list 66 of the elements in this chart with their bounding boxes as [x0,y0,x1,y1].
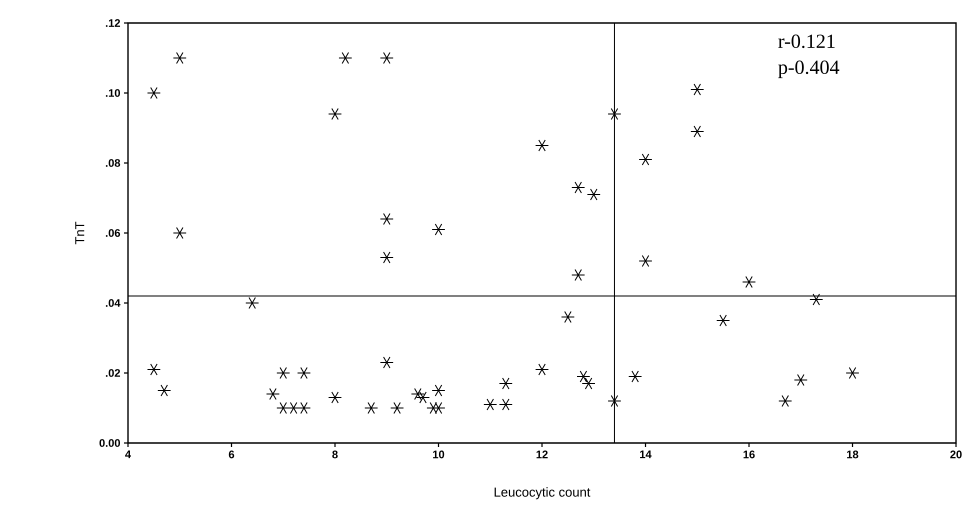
point [608,394,622,408]
point [380,251,394,264]
point [380,356,394,369]
point [498,377,513,390]
y-tick-label: .04 [106,299,120,307]
point [571,268,586,282]
point [157,384,172,397]
point [846,366,860,380]
point [638,153,652,166]
point [328,391,342,404]
x-tick-label: 12 [536,450,548,458]
x-tick-label: 8 [332,450,338,458]
point [794,374,808,386]
point [380,52,394,64]
point [535,363,549,376]
annotation: r-0.121 [778,34,835,48]
point [778,394,792,408]
y-axis-title: TnT [75,222,84,244]
x-tick-label: 20 [950,450,962,458]
x-tick-label: 18 [847,450,858,458]
point [432,384,446,397]
point [328,108,342,120]
y-tick-label: .02 [106,369,120,377]
point [245,296,260,310]
point [582,377,596,390]
x-tick-label: 6 [228,450,234,458]
y-tick-label: .08 [106,159,120,167]
point [535,139,549,152]
x-tick-label: 16 [744,450,755,458]
point [560,310,575,324]
point [638,254,652,268]
point [498,398,513,411]
point [146,86,161,100]
x-tick-label: 14 [640,450,652,458]
point [742,276,756,288]
point [172,226,187,240]
y-tick-label: .06 [106,229,120,237]
point [628,370,642,383]
point [586,188,601,201]
y-tick-label: 0.00 [100,439,120,447]
point [716,314,730,327]
point [410,388,425,400]
point [364,402,378,414]
point [809,293,824,306]
y-tick-label: .10 [106,89,120,97]
annotation: p-0.404 [778,60,840,78]
point [338,52,352,64]
x-tick-label: 4 [125,450,131,458]
x-tick-label: 10 [433,450,444,458]
point [416,391,430,404]
x-axis-title: Leucocytic count [494,487,590,500]
point [276,366,290,380]
point [690,125,704,138]
y-tick-label: .12 [106,19,120,27]
point [571,181,586,194]
point [380,212,394,226]
point [483,398,498,411]
point [576,370,590,383]
point [146,363,161,376]
point [608,108,622,120]
point [432,223,446,236]
point [390,402,404,414]
point [266,388,280,400]
point [172,52,187,64]
point [690,83,704,96]
point [297,366,311,380]
